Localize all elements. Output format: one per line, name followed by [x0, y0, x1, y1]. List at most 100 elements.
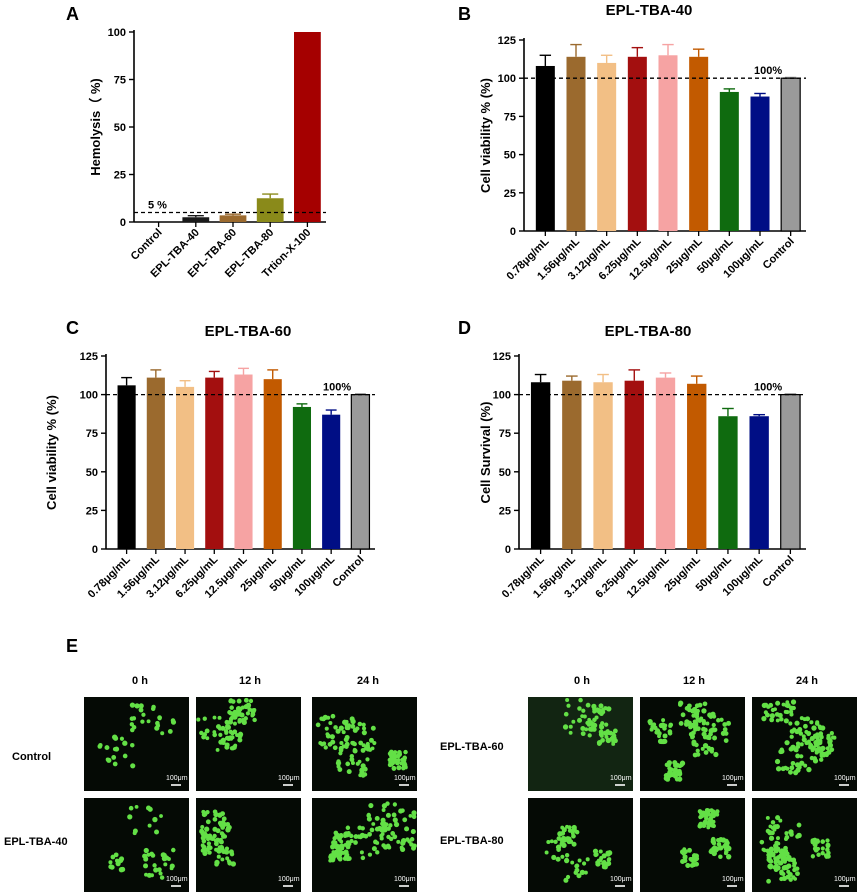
cell-dot	[570, 831, 575, 836]
cell-dot	[564, 858, 570, 864]
cell-dot	[668, 767, 674, 773]
reference-line-label: 100%	[323, 382, 351, 394]
cell-dot	[217, 820, 223, 826]
cell-dot	[324, 726, 329, 731]
cell-dot	[817, 740, 823, 746]
cell-dot	[237, 719, 242, 724]
cell-dot	[702, 701, 708, 707]
cell-dot	[723, 731, 729, 736]
cell-dot	[345, 761, 351, 767]
cell-dot	[212, 809, 218, 814]
cell-dot	[132, 828, 138, 834]
cell-dot	[358, 740, 364, 746]
cell-dot	[236, 698, 242, 704]
cell-dot	[335, 728, 341, 734]
cell-dot	[790, 761, 796, 766]
cell-dot	[711, 840, 717, 846]
cell-dot	[390, 831, 396, 836]
scale-bar-label: 100μm	[394, 876, 416, 883]
cell-dot	[788, 829, 794, 835]
cell-dot	[598, 703, 604, 709]
cell-dot	[113, 735, 119, 741]
cell-dot	[361, 722, 366, 727]
cell-dot	[612, 728, 618, 734]
cell-dot	[598, 849, 603, 854]
cell-dot	[108, 860, 113, 865]
cell-dot	[323, 745, 328, 750]
cell-dot	[814, 721, 820, 726]
cell-dot	[201, 734, 207, 740]
cell-dot	[832, 735, 837, 740]
bar-1-56-g-ml	[146, 377, 165, 549]
cell-dot	[577, 706, 582, 711]
cell-dot	[365, 741, 370, 746]
cell-dot	[786, 863, 792, 869]
cell-dot	[676, 768, 682, 774]
cell-dot	[131, 725, 137, 730]
cell-dot	[723, 738, 729, 743]
cell-dot	[768, 863, 774, 868]
cell-dot	[592, 722, 598, 728]
cell-dot	[789, 857, 795, 863]
cell-dot	[709, 808, 714, 813]
cell-dot	[799, 716, 804, 721]
bar-6-25-g-ml	[627, 56, 647, 231]
cell-dot	[794, 720, 800, 726]
cell-dot	[825, 838, 830, 843]
cell-dot	[238, 706, 243, 712]
cell-dot	[687, 847, 692, 853]
chart-hemolysis: Hemolysis（ %)0255075100ControlEPL-TBA-40…	[88, 27, 326, 280]
y-tick-label: 125	[80, 351, 98, 363]
scale-bar-label: 100μm	[834, 775, 856, 782]
time-label-0h-right: 0 h	[574, 675, 590, 687]
cell-dot	[769, 713, 775, 719]
cell-dot	[767, 829, 773, 836]
cell-dot	[571, 841, 577, 847]
cell-dot	[363, 833, 368, 838]
cell-dot	[201, 838, 207, 844]
micrograph-tile: 100μm	[528, 697, 633, 791]
cell-dot	[350, 723, 356, 729]
cell-dot	[410, 829, 416, 835]
cell-dot	[546, 839, 551, 845]
bar-50-g-ml	[292, 406, 312, 549]
cell-dot	[335, 760, 342, 766]
cell-dot	[826, 733, 831, 739]
bar-0-78-g-ml	[117, 385, 136, 549]
y-tick-label: 100	[80, 390, 98, 402]
cell-dot	[589, 726, 595, 732]
cell-dot	[388, 762, 394, 767]
reference-line-label: 100%	[754, 382, 782, 394]
cell-dot	[685, 862, 691, 869]
y-tick-label: 125	[493, 351, 511, 363]
cell-dot	[130, 763, 136, 769]
cell-dot	[825, 746, 830, 751]
bar-100-g-ml	[322, 414, 341, 549]
y-tick-label: 25	[504, 188, 516, 200]
cell-dot	[709, 749, 714, 754]
cell-dot	[779, 748, 785, 754]
cell-dot	[372, 740, 377, 746]
cell-dot	[565, 874, 571, 880]
cell-dot	[220, 739, 224, 744]
cell-dot	[726, 720, 732, 726]
cell-dot	[338, 833, 344, 839]
micrograph-tile: 100μm	[196, 798, 301, 892]
y-tick-label: 100	[108, 27, 126, 39]
cell-dot	[790, 699, 797, 705]
cell-dot	[716, 718, 721, 723]
cell-dot	[134, 703, 140, 709]
cell-dot	[661, 738, 667, 745]
cell-dot	[227, 719, 232, 725]
cell-dot	[228, 698, 234, 703]
cell-dot	[568, 724, 573, 729]
cell-dot	[796, 822, 802, 828]
bar-0-78-g-ml	[535, 65, 555, 231]
time-label-24h-right: 24 h	[796, 675, 818, 687]
cell-dot	[820, 846, 825, 851]
cell-dot	[722, 727, 728, 732]
cell-dot	[359, 850, 364, 855]
y-tick-label: 25	[86, 505, 98, 517]
y-axis-label: Hemolysis（ %)	[88, 78, 103, 176]
cell-dot	[402, 817, 408, 823]
